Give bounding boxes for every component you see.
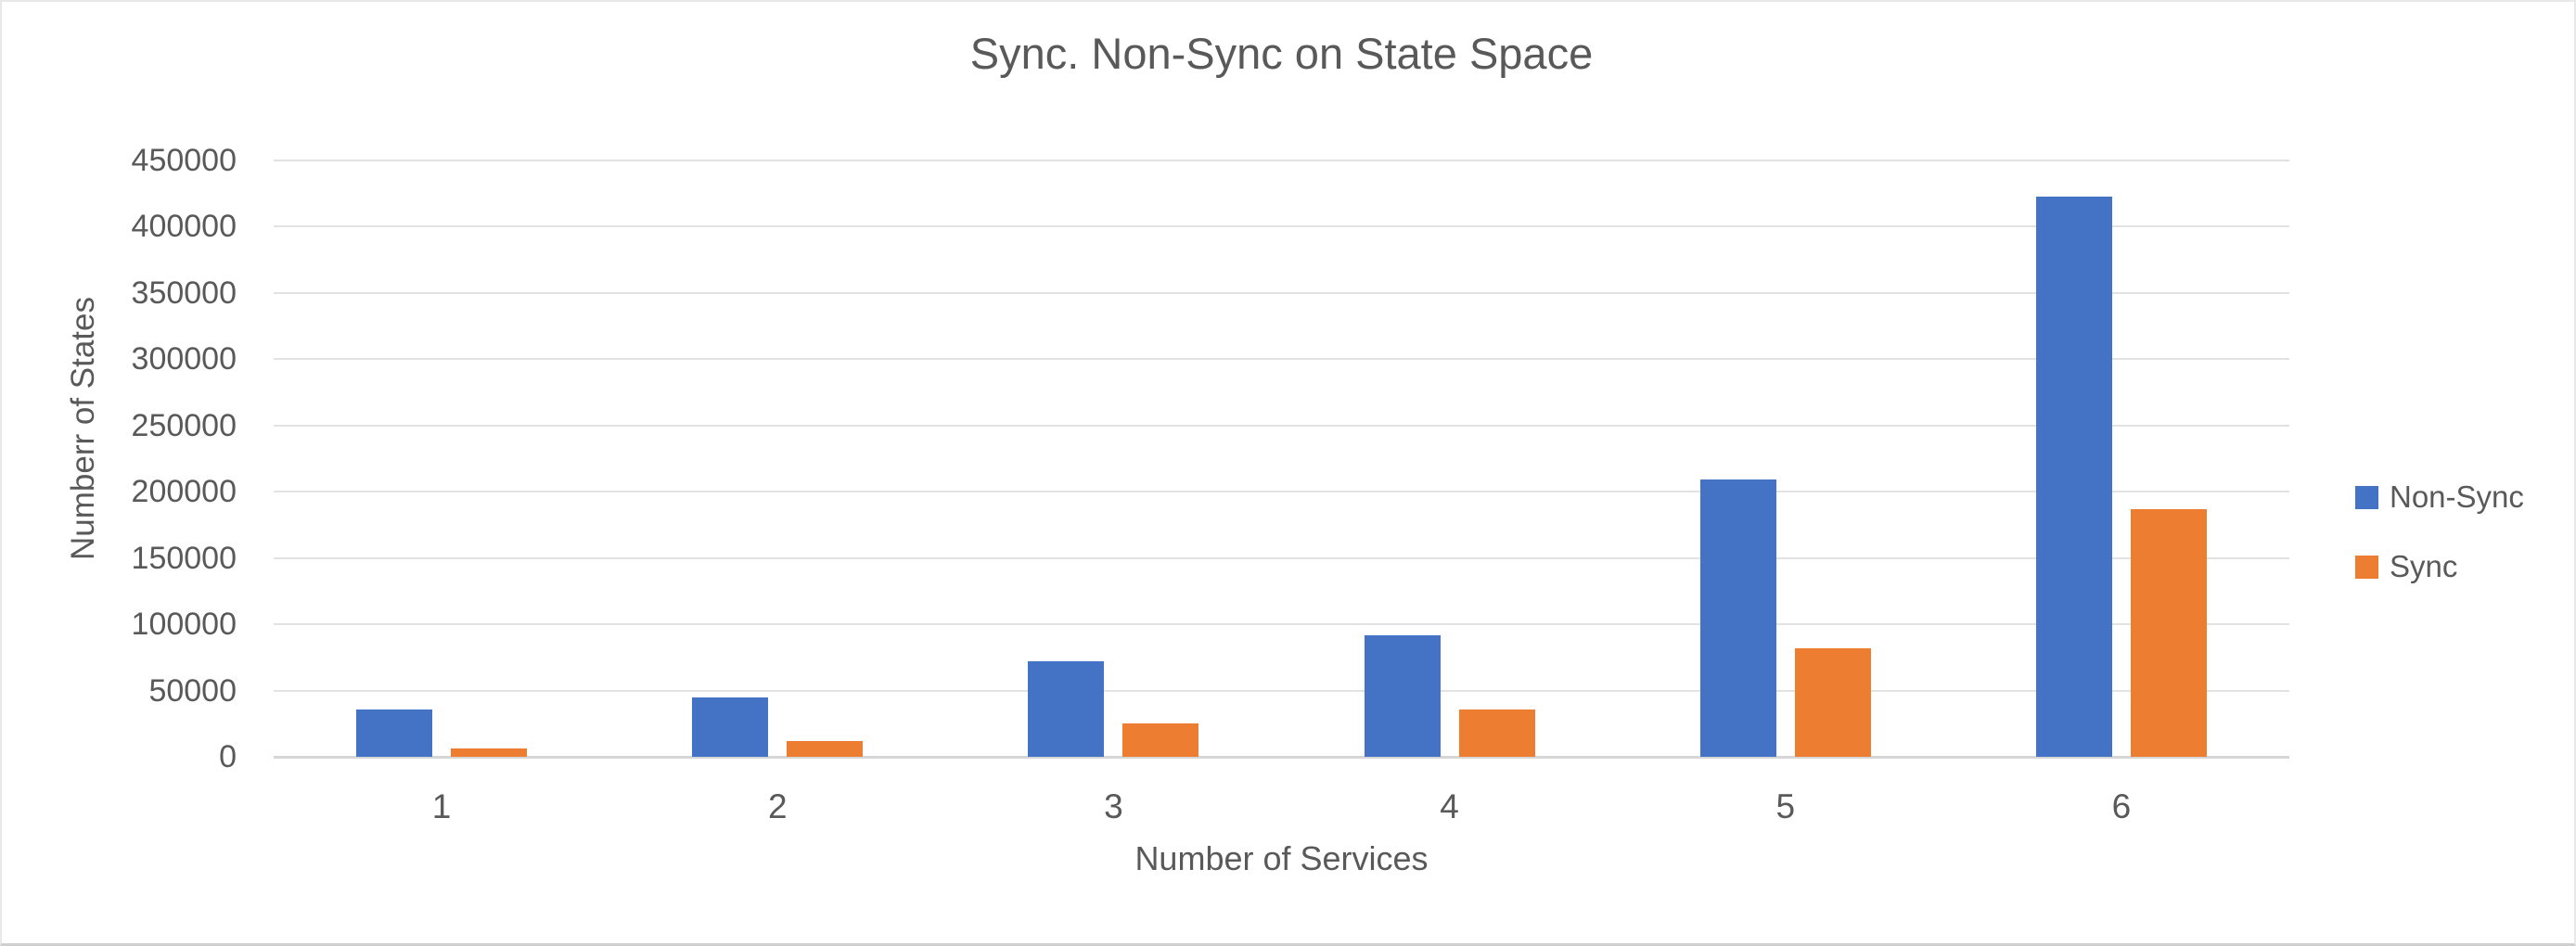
x-tick-label: 5 [1775,787,1796,825]
gridline [274,160,2289,161]
bar-sync-1 [451,748,528,757]
bar-non-sync-1 [356,709,433,757]
x-axis-title: Number of Services [1134,839,1429,877]
y-tick-label: 100000 [131,607,237,643]
y-tick-label: 50000 [148,672,237,709]
bar-non-sync-4 [1364,634,1441,757]
gridline [274,291,2289,294]
bar-non-sync-6 [2035,196,2112,757]
legend-swatch-sync [2355,555,2378,579]
bar-non-sync-3 [1028,661,1105,757]
bar-sync-3 [1122,723,1199,757]
x-tick-label: 4 [1440,787,1459,825]
y-tick-label: 150000 [131,540,237,576]
bar-sync-5 [1794,647,1871,757]
bar-sync-4 [1458,709,1535,757]
x-tick-label: 3 [1104,787,1123,825]
legend-item-non-sync: Non-Sync [2355,479,2524,516]
x-tick-label: 2 [767,787,788,825]
x-axis-line [274,756,2289,759]
gridline [274,424,2289,427]
bar-non-sync-5 [1699,479,1776,757]
y-tick-label: 250000 [131,407,237,443]
gridline [274,623,2289,626]
legend-item-sync: Sync [2355,548,2457,585]
y-tick-label: 350000 [131,275,237,311]
y-tick-label: 450000 [131,143,237,178]
gridline [274,358,2289,361]
y-tick-label: 300000 [131,341,237,377]
y-tick-label: 400000 [131,209,237,245]
x-tick-label: 6 [2111,787,2132,825]
chart-title: Sync. Non-Sync on State Space [969,29,1594,78]
y-tick-label: 0 [219,739,237,774]
legend-label-non-sync: Non-Sync [2390,479,2524,514]
gridline [274,689,2289,692]
gridline [274,491,2289,493]
bar-sync-2 [787,740,864,757]
gridline [274,556,2289,559]
legend-label-sync: Sync [2390,549,2458,583]
legend-swatch-non-sync [2355,485,2378,509]
x-tick-label: 1 [431,787,452,825]
plot-area [274,160,2289,759]
y-tick-label: 200000 [131,474,237,510]
gridline [274,225,2289,228]
bar-sync-6 [2130,508,2207,757]
bar-non-sync-2 [692,697,769,757]
